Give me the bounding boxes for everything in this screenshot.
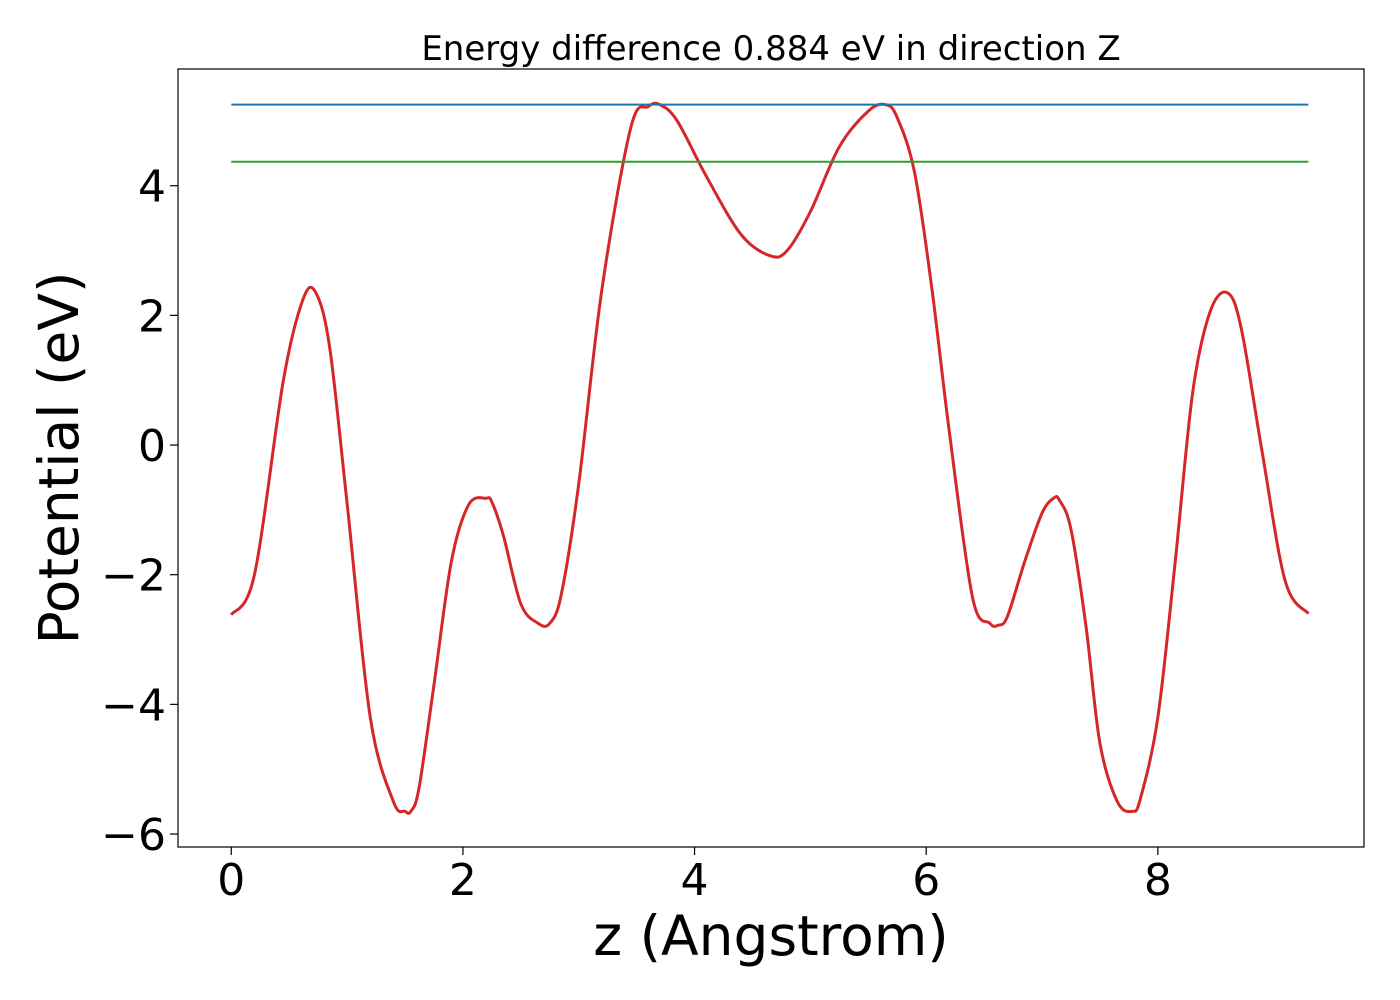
y-tick-label: −2 [101, 551, 166, 602]
x-tick-label: 0 [217, 855, 245, 906]
y-tick-label: 2 [138, 291, 166, 342]
y-axis: −6 −4 −2 0 2 4 [101, 162, 178, 861]
y-axis-label: Potential (eV) [27, 272, 91, 645]
plot-area [229, 101, 1310, 815]
x-tick-label: 6 [912, 855, 940, 906]
chart-title: Energy difference 0.884 eV in direction … [421, 29, 1120, 69]
y-tick-label: −6 [101, 810, 166, 861]
y-tick-label: 0 [138, 421, 166, 472]
x-axis: 0 2 4 6 8 [217, 847, 1172, 906]
x-axis-label: z (Angstrom) [593, 904, 949, 968]
x-tick-label: 8 [1144, 855, 1172, 906]
potential-curve-line [229, 101, 1310, 815]
x-tick-label: 4 [681, 855, 709, 906]
x-tick-label: 2 [449, 855, 477, 906]
y-tick-label: −4 [101, 680, 166, 731]
axes-frame [177, 68, 1365, 848]
y-tick-label: 4 [138, 162, 166, 213]
